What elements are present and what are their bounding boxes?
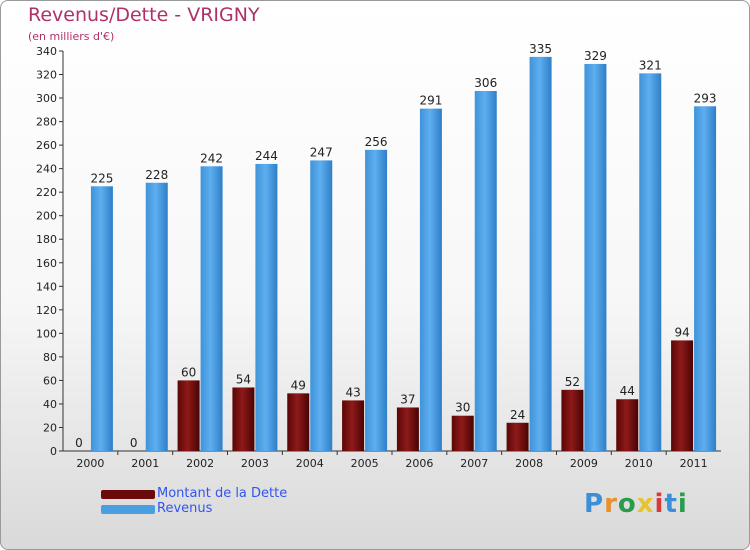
x-tick-label: 2006: [405, 457, 433, 470]
y-tick-label: 40: [43, 398, 57, 411]
data-label-revenue: 225: [90, 171, 113, 185]
data-label-revenue: 291: [419, 94, 442, 108]
data-label-debt: 30: [455, 401, 470, 415]
y-tick-label: 120: [36, 304, 57, 317]
y-tick-label: 280: [36, 116, 57, 129]
bar-revenue: [365, 149, 388, 451]
data-label-debt: 44: [620, 384, 635, 398]
bar-debt: [342, 400, 365, 451]
data-label-revenue: 329: [584, 49, 607, 63]
bar-debt: [177, 380, 200, 451]
y-tick-label: 100: [36, 327, 57, 340]
y-tick-label: 260: [36, 139, 57, 152]
bar-revenue: [145, 182, 168, 451]
x-tick-label: 2002: [186, 457, 214, 470]
axes: 0204060801001201401601802002202402602803…: [36, 45, 721, 470]
x-tick-label: 2003: [241, 457, 269, 470]
x-tick-label: 2011: [680, 457, 708, 470]
bar-debt: [561, 389, 584, 451]
y-tick-label: 20: [43, 421, 57, 434]
bar-debt: [232, 387, 255, 451]
data-label-revenue: 247: [310, 145, 333, 159]
data-label-debt: 43: [345, 385, 360, 399]
bar-debt: [396, 407, 419, 451]
data-label-debt: 37: [400, 392, 415, 406]
data-label-revenue: 256: [365, 135, 388, 149]
bar-debt: [671, 340, 694, 451]
data-label-revenue: 228: [145, 168, 168, 182]
x-tick-label: 2008: [515, 457, 543, 470]
data-label-debt: 0: [75, 436, 83, 450]
y-tick-label: 320: [36, 69, 57, 82]
y-tick-label: 300: [36, 92, 57, 105]
data-label-debt: 52: [565, 375, 580, 389]
y-tick-label: 220: [36, 186, 57, 199]
data-label-revenue: 242: [200, 151, 223, 165]
logo-letter: t: [664, 489, 678, 519]
bar-revenue: [474, 91, 497, 451]
bar-revenue: [200, 166, 223, 451]
data-label-revenue: 306: [474, 76, 497, 90]
logo-letter: x: [636, 489, 655, 519]
legend-swatch-revenue: [101, 505, 155, 514]
chart-title: Revenus/Dette - VRIGNY: [28, 4, 260, 26]
bar-debt: [616, 399, 639, 451]
logo-letter: o: [617, 489, 637, 519]
bar-revenue: [255, 163, 278, 452]
data-label-debt: 94: [674, 325, 689, 339]
data-label-debt: 54: [236, 372, 251, 386]
y-tick-label: 0: [50, 445, 57, 458]
bar-revenue: [90, 186, 113, 451]
bar-debt: [287, 393, 310, 451]
bar-revenue: [529, 56, 552, 451]
x-tick-label: 2010: [625, 457, 653, 470]
x-tick-label: 2009: [570, 457, 598, 470]
data-label-revenue: 321: [639, 58, 662, 72]
y-tick-label: 240: [36, 163, 57, 176]
x-tick-label: 2005: [351, 457, 379, 470]
y-tick-label: 60: [43, 374, 57, 387]
bar-debt: [506, 422, 529, 451]
bar-revenue: [584, 63, 607, 452]
y-tick-label: 180: [36, 233, 57, 246]
legend-label-debt: Montant de la Dette: [157, 486, 288, 501]
logo-letter: P: [584, 489, 605, 519]
x-tick-label: 2004: [296, 457, 324, 470]
data-label-debt: 24: [510, 408, 525, 422]
data-label-revenue: 244: [255, 149, 278, 163]
x-tick-label: 2001: [131, 457, 159, 470]
legend-swatch-debt: [101, 490, 155, 499]
proxiti-logo: Proxiti: [584, 489, 688, 519]
x-tick-label: 2007: [460, 457, 488, 470]
y-tick-label: 160: [36, 257, 57, 270]
data-labels: 0 225 0 228 60 242 54 244 49 247 43 256 37 291 30 306 24…: [75, 42, 716, 450]
logo-letter: i: [677, 489, 688, 519]
bars: [67, 56, 717, 452]
data-label-revenue: 335: [529, 42, 552, 56]
bar-revenue: [310, 160, 333, 452]
bar-debt: [451, 415, 474, 451]
y-tick-label: 140: [36, 280, 57, 293]
logo-letter: i: [654, 489, 665, 519]
legend-label-revenue: Revenus: [157, 501, 213, 516]
data-label-revenue: 293: [694, 91, 717, 105]
chart-subtitle: (en milliers d'€): [28, 30, 115, 43]
y-tick-label: 80: [43, 351, 57, 364]
x-tick-label: 2000: [76, 457, 104, 470]
bar-revenue: [639, 73, 662, 452]
data-label-debt: 49: [291, 378, 306, 392]
y-tick-label: 200: [36, 210, 57, 223]
logo-letter: r: [604, 489, 618, 519]
data-label-debt: 60: [181, 365, 196, 379]
bar-revenue: [694, 106, 717, 451]
y-tick-label: 340: [36, 45, 57, 58]
data-label-debt: 0: [130, 436, 138, 450]
bar-revenue: [419, 108, 442, 451]
